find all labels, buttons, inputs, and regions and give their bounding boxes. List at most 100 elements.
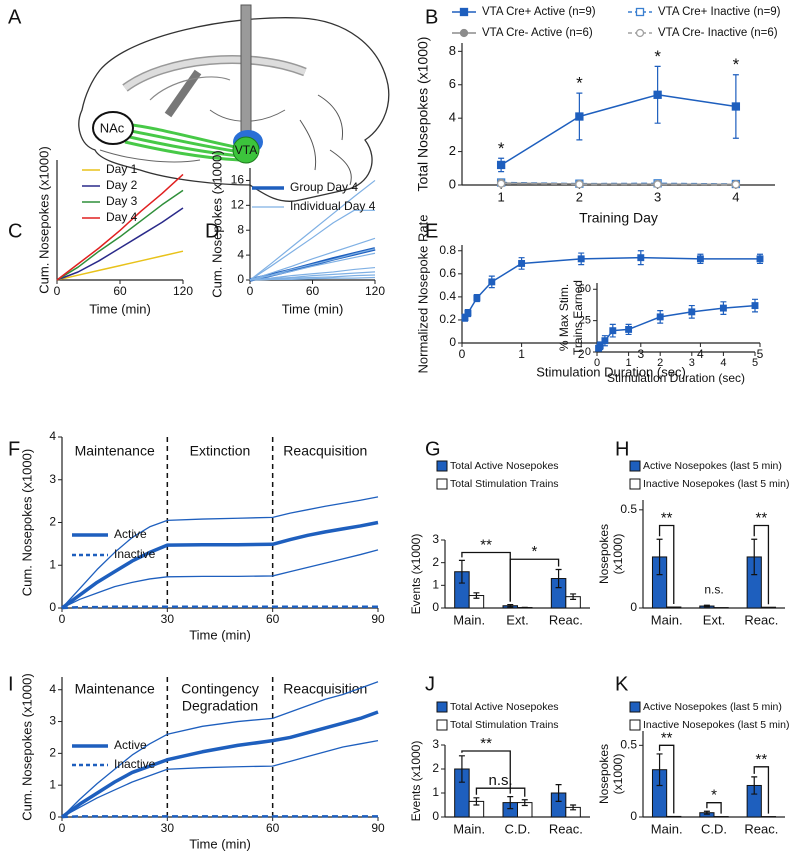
y-tick-label: 0 — [449, 176, 456, 191]
legend-label: Total Active Nosepokes — [450, 460, 559, 472]
data-line — [62, 523, 378, 609]
marker — [610, 328, 616, 334]
sem-line — [62, 497, 378, 608]
y-tick-label: 3 — [432, 737, 439, 751]
panel-letter: F — [8, 438, 20, 460]
y-tick-label: 4 — [49, 429, 56, 443]
y-tick-label: 0 — [432, 809, 439, 823]
y-tick-label: 4 — [449, 110, 456, 125]
legend-label: Active Nosepokes (last 5 min) — [643, 460, 782, 472]
marker — [657, 314, 663, 320]
x-tick-label: 0 — [459, 347, 466, 361]
section-label: Reacquisition — [283, 681, 367, 697]
marker — [461, 30, 468, 37]
legend-swatch — [630, 461, 640, 471]
legend-label: Inactive — [114, 757, 156, 771]
y-tick-label: 3 — [49, 714, 56, 728]
x-tick-label: Reac. — [744, 612, 778, 627]
y-tick-label: 0 — [432, 600, 439, 614]
y-axis-label: Events (x1000) — [409, 534, 423, 615]
section-label: Extinction — [190, 443, 251, 459]
legend-label: VTA Cre+ Active (n=9) — [482, 6, 596, 18]
marker — [721, 305, 727, 311]
legend-label: Inactive Nosepokes (last 5 min) — [643, 719, 789, 731]
x-tick-label: 4 — [732, 189, 739, 204]
legend-swatch — [437, 720, 447, 730]
data-line — [501, 95, 736, 165]
y-axis-label: Cum. Nosepokes (x1000) — [36, 146, 51, 293]
bar — [667, 607, 681, 608]
marker — [732, 103, 739, 110]
y-tick-label: 2 — [49, 746, 56, 760]
panel-letter: B — [425, 6, 438, 28]
x-tick-label: 2 — [657, 357, 663, 369]
x-tick-label: C.D. — [505, 821, 531, 836]
x-tick-label: Main. — [651, 821, 683, 836]
x-tick-label: 0 — [59, 821, 66, 835]
y-tick-label: 0 — [49, 600, 56, 614]
legend-label: Total Stimulation Trains — [450, 719, 559, 731]
legend-label: VTA Cre+ Inactive (n=9) — [658, 6, 781, 18]
panel-letter: H — [615, 438, 629, 460]
section-label: Reacquisition — [283, 443, 367, 459]
marker — [489, 279, 495, 285]
legend-swatch — [630, 702, 640, 712]
significance-label: ** — [480, 536, 492, 553]
y-tick-label: 1 — [49, 557, 56, 571]
significance-label: n.s. — [704, 582, 723, 596]
marker — [654, 91, 661, 98]
y-axis-label: Normalized Nosepoke Rate — [415, 215, 430, 374]
significance-label: ** — [755, 751, 767, 768]
x-tick-label: Reac. — [549, 612, 583, 627]
legend-label: VTA Cre- Inactive (n=6) — [658, 27, 778, 39]
y-axis-label: Total Nosepokes (x1000) — [415, 37, 431, 192]
legend-swatch — [630, 479, 640, 489]
marker — [602, 338, 608, 344]
y-axis-label: Nosepokes — [597, 524, 611, 584]
y-axis-label: (x1000) — [611, 754, 625, 795]
data-line — [599, 306, 755, 349]
x-tick-label: 1 — [626, 357, 632, 369]
marker — [626, 327, 632, 333]
x-tick-label: 90 — [371, 612, 385, 626]
x-tick-label: 120 — [365, 284, 385, 298]
x-tick-label: 3 — [689, 357, 695, 369]
x-axis-label: Training Day — [579, 210, 658, 226]
x-tick-label: 60 — [306, 284, 320, 298]
x-tick-label: Main. — [651, 612, 683, 627]
section-label: Maintenance — [75, 681, 155, 697]
legend-label: Inactive Nosepokes (last 5 min) — [643, 478, 789, 490]
y-tick-label: 0.8 — [439, 243, 456, 257]
significance-label: n.s. — [488, 772, 512, 789]
annotation: * — [498, 139, 505, 158]
x-tick-label: 60 — [266, 612, 280, 626]
x-tick-label: 60 — [113, 284, 127, 298]
legend-label: Total Active Nosepokes — [450, 701, 559, 713]
x-tick-label: 3 — [637, 347, 644, 361]
y-tick-label: 0.5 — [620, 738, 637, 752]
marker — [757, 256, 763, 262]
section-label: Degradation — [182, 698, 258, 714]
y-tick-label: 3 — [432, 532, 439, 546]
significance-label: ** — [661, 729, 673, 746]
annotation: * — [733, 55, 740, 74]
y-tick-label: 0 — [630, 809, 637, 823]
legend-label: Day 3 — [106, 194, 138, 208]
x-axis-label: Time (min) — [189, 627, 251, 642]
x-tick-label: C.D. — [701, 821, 727, 836]
significance-label: ** — [661, 509, 673, 526]
x-axis-label: Time (min) — [282, 301, 344, 316]
x-tick-label: 0 — [59, 612, 66, 626]
x-tick-label: 2 — [576, 189, 583, 204]
panel-letter: G — [425, 438, 441, 460]
marker — [689, 309, 695, 315]
panel-letter: C — [8, 220, 22, 242]
marker — [576, 113, 583, 120]
y-tick-label: 16 — [231, 173, 245, 187]
y-tick-label: 6 — [449, 76, 456, 91]
significance-bracket — [476, 788, 524, 797]
x-axis-label: Time (min) — [189, 836, 251, 851]
y-tick-label: 0 — [237, 272, 244, 286]
marker — [474, 295, 480, 301]
y-tick-label: 2 — [432, 761, 439, 775]
